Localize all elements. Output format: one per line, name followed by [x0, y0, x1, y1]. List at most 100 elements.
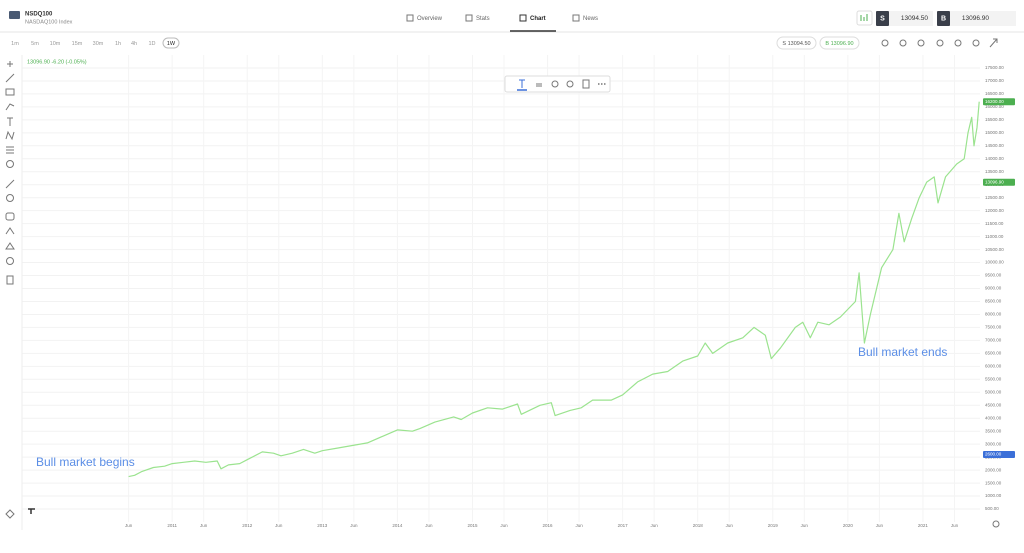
- symbol-name: NASDAQ100 Index: [25, 19, 73, 25]
- brush-tool[interactable]: [5, 103, 15, 111]
- fib-tool[interactable]: [6, 146, 14, 154]
- price-info: 13096.90 -6.20 (-0.05%): [27, 59, 87, 65]
- price-badge: [983, 178, 1015, 186]
- x-tick-label: Jun: [951, 523, 959, 528]
- drawing-tools: [5, 61, 35, 519]
- price-badge: [983, 451, 1015, 459]
- y-tick-label: 12000.00: [985, 208, 1004, 213]
- x-tick-label: 2017: [618, 523, 629, 528]
- layers-button[interactable]: [5, 509, 15, 519]
- x-tick-label: Jun: [651, 523, 659, 528]
- line-tool[interactable]: [5, 73, 15, 83]
- sell-pill-text: S 13094.50: [782, 41, 810, 47]
- tab[interactable]: Chart: [530, 16, 546, 22]
- timeframe[interactable]: 15m: [72, 41, 83, 47]
- timeframe[interactable]: 30m: [93, 41, 104, 47]
- tool-icon[interactable]: [954, 39, 962, 47]
- tv-logo: [28, 508, 35, 514]
- y-tick-label: 9500.00: [985, 273, 1002, 278]
- price-badge-label: 2600.00: [985, 452, 1002, 457]
- size-icon[interactable]: [536, 83, 542, 87]
- y-tick-label: 6000.00: [985, 364, 1002, 369]
- timeframe[interactable]: 1D: [148, 41, 155, 47]
- y-tick-label: 5500.00: [985, 376, 1002, 381]
- y-tick-label: 10000.00: [985, 260, 1004, 265]
- y-tick-label: 5000.00: [985, 389, 1002, 394]
- y-tick-label: 16500.00: [985, 91, 1004, 96]
- tab-icon[interactable]: [572, 14, 580, 22]
- y-tick-label: 15000.00: [985, 130, 1004, 135]
- x-tick-label: Jun: [275, 523, 283, 528]
- tool-icon[interactable]: [936, 39, 944, 47]
- y-tick-label: 16000.00: [985, 104, 1004, 109]
- lock-icon[interactable]: [566, 80, 574, 88]
- channel-tool[interactable]: [5, 88, 15, 96]
- y-tick-label: 7500.00: [985, 325, 1002, 330]
- buy-label: B: [941, 15, 946, 22]
- annotation: Bull market ends: [858, 345, 947, 359]
- x-tick-label: 2020: [843, 523, 854, 528]
- text-tool[interactable]: [7, 117, 13, 126]
- timeframe[interactable]: 1h: [115, 41, 121, 47]
- chart-tools: [881, 38, 1000, 528]
- sell-pill[interactable]: [776, 36, 817, 50]
- tab[interactable]: News: [583, 16, 598, 22]
- tab[interactable]: Overview: [417, 16, 443, 22]
- tool-icon[interactable]: [917, 39, 925, 47]
- settings-icon[interactable]: [992, 520, 1000, 528]
- y-tick-label: 1000.00: [985, 493, 1002, 498]
- delete-icon[interactable]: [582, 79, 590, 89]
- buy-price: 13096.90: [962, 15, 989, 22]
- y-tick-label: 7000.00: [985, 338, 1002, 343]
- visibility-tool[interactable]: [6, 257, 14, 265]
- timeframe[interactable]: 10m: [50, 41, 61, 47]
- y-tick-label: 15500.00: [985, 117, 1004, 122]
- shape-tool[interactable]: [6, 160, 14, 168]
- y-tick-label: 14000.00: [985, 156, 1004, 161]
- x-tick-label: 2018: [693, 523, 704, 528]
- tool-icon[interactable]: [881, 39, 889, 47]
- x-tick-label: 2011: [167, 523, 177, 528]
- buy-price-box[interactable]: [950, 11, 1016, 26]
- x-tick-label: 2021: [918, 523, 929, 528]
- y-tick-label: 9000.00: [985, 286, 1002, 291]
- settings-icon[interactable]: [551, 80, 559, 88]
- x-tick-label: Jun: [500, 523, 508, 528]
- tab-icon[interactable]: [465, 14, 473, 22]
- hide-tool[interactable]: [5, 242, 15, 250]
- y-tick-label: 3000.00: [985, 441, 1002, 446]
- measure-tool[interactable]: [5, 179, 15, 189]
- crosshair-tool[interactable]: [7, 61, 13, 67]
- sell-button[interactable]: [876, 11, 889, 26]
- timeframe[interactable]: 5m: [31, 41, 39, 47]
- y-tick-label: 3500.00: [985, 428, 1002, 433]
- tab-icon[interactable]: [406, 14, 414, 22]
- zoom-tool[interactable]: [6, 194, 14, 202]
- buy-pill[interactable]: [819, 36, 860, 50]
- tool-icon[interactable]: [899, 39, 907, 47]
- price-badge-label: 13096.90: [985, 179, 1004, 184]
- tab[interactable]: Stats: [476, 16, 490, 22]
- y-tick-label: 11000.00: [985, 234, 1004, 239]
- sell-label: S: [880, 15, 885, 22]
- lock-tool[interactable]: [5, 227, 15, 235]
- sell-price-box[interactable]: [889, 11, 933, 26]
- tab-icon[interactable]: [519, 14, 527, 22]
- timeframe[interactable]: 4h: [131, 41, 137, 47]
- delete-tool[interactable]: [6, 275, 14, 285]
- annotation: Bull market begins: [36, 455, 135, 469]
- x-tick-label: 2013: [317, 523, 328, 528]
- y-tick-label: 10500.00: [985, 247, 1004, 252]
- share-icon[interactable]: [972, 39, 980, 47]
- text-format-icon[interactable]: [519, 79, 525, 88]
- active-timeframe: [162, 37, 180, 49]
- timeframe[interactable]: 1W: [167, 41, 176, 47]
- price-badge-label: 16200.00: [985, 99, 1004, 104]
- buy-button[interactable]: [937, 11, 950, 26]
- pattern-tool[interactable]: [5, 130, 15, 141]
- x-tick-label: Jun: [575, 523, 583, 528]
- timeframe[interactable]: 1m: [11, 41, 19, 47]
- y-tick-label: 500.00: [985, 506, 999, 511]
- magnet-tool[interactable]: [5, 212, 15, 221]
- fullscreen-icon[interactable]: [989, 38, 998, 48]
